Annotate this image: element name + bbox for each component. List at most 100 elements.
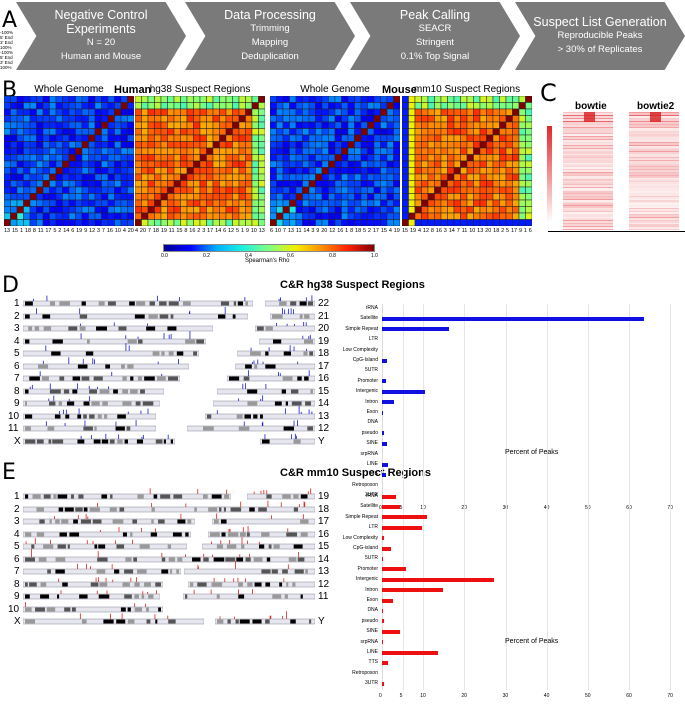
heatmap-cell (4, 115, 11, 123)
heatmap-cell (334, 193, 342, 201)
signal-row (629, 130, 679, 131)
heatmap-cell (334, 173, 342, 181)
chromosome-band (89, 389, 98, 393)
heatmap-cell (427, 167, 435, 175)
chromosome-ideogram (23, 613, 204, 625)
chromosome-band (305, 401, 312, 406)
chromosome-band (77, 364, 88, 368)
heatmap-cell (167, 199, 175, 207)
suspect-region-peak (297, 361, 299, 364)
suspect-region-peak (179, 297, 180, 301)
heatmap-cell (492, 180, 500, 188)
heatmap-cell (421, 160, 429, 168)
heatmap-cell (492, 102, 500, 110)
heatmap-cell (212, 102, 220, 110)
heatmap-cell (434, 128, 442, 136)
heatmap-cell (414, 219, 422, 226)
chromosome-band (203, 494, 208, 499)
heatmap-cell (62, 141, 70, 149)
signal-row (629, 154, 679, 155)
chromosome-band (122, 582, 130, 586)
heatmap-cell (499, 121, 507, 129)
heatmap-cell (414, 180, 422, 188)
heatmap-cell (173, 160, 181, 168)
heatmap-cell (466, 173, 474, 181)
chromosome-band (213, 557, 225, 561)
heatmap-cell (393, 206, 400, 214)
heatmap-cell (49, 206, 57, 214)
heatmap-cell (282, 128, 290, 136)
suspect-region-peak (228, 528, 230, 532)
signal-row (629, 140, 679, 142)
heatmap-cell (315, 219, 323, 226)
heatmap-cell (486, 199, 494, 207)
heatmap-tick: 17 (45, 228, 52, 234)
heatmap-cell (120, 193, 128, 201)
signal-row (629, 172, 679, 173)
heatmap-cell (160, 121, 168, 129)
chromosome-ideogram (184, 561, 315, 575)
heatmap-cell (393, 212, 400, 220)
suspect-region-peak (298, 503, 300, 507)
heatmap-cell (453, 219, 461, 226)
heatmap-cell (212, 167, 220, 175)
heatmap-tick: 15 (402, 228, 409, 234)
heatmap-cell (258, 108, 265, 116)
heatmap-cell (141, 147, 149, 155)
heatmap-cell (421, 219, 429, 226)
heatmap-cell (114, 128, 122, 136)
suspect-region-peak (156, 590, 157, 594)
heatmap-cell (4, 134, 11, 142)
chromosome-band (161, 557, 166, 561)
heatmap-cell (427, 154, 435, 162)
heatmap-cell (245, 193, 253, 201)
heatmap-cell (302, 219, 310, 226)
heatmap-cell (354, 102, 362, 110)
heatmap-cell (154, 173, 162, 181)
suspect-region-peak (178, 358, 179, 364)
heatmap-cell (460, 141, 468, 149)
heatmap-cell (499, 96, 507, 103)
heatmap-cell (23, 180, 31, 188)
heatmap-cell (479, 134, 487, 142)
heatmap-cell (499, 219, 507, 226)
heatmap-cell (219, 199, 227, 207)
heatmap-cell (154, 128, 162, 136)
heatmap-cell (321, 134, 329, 142)
heatmap-cell (408, 102, 416, 110)
heatmap-cell (101, 180, 109, 188)
data-bar (382, 577, 494, 582)
heatmap-cell (160, 193, 168, 201)
heatmap-cell (16, 128, 24, 136)
heatmap-cell (347, 154, 355, 162)
heatmap-cell (414, 134, 422, 142)
heatmap-cell (88, 154, 96, 162)
chromosome-band (265, 619, 270, 624)
heatmap-cell (466, 154, 474, 162)
heatmap-cell (186, 199, 194, 207)
heatmap-cell (107, 147, 115, 155)
chromosome-band (159, 314, 169, 318)
heatmap-cell (414, 121, 422, 129)
heatmap-cell (167, 206, 175, 214)
suspect-region-peak (82, 358, 84, 364)
chromosome-band (307, 301, 313, 306)
suspect-region-peak (127, 411, 129, 414)
heatmap-tick: 15 (380, 228, 387, 234)
heatmap-cell (447, 102, 455, 110)
heatmap-cell (308, 199, 316, 207)
heatmap-cell (16, 173, 24, 181)
heatmap-cell (81, 115, 89, 123)
suspect-region-peak (216, 409, 218, 414)
heatmap-cell (525, 186, 532, 194)
signal-row (629, 197, 679, 199)
heatmap-cell (212, 160, 220, 168)
heatmap-cell (186, 115, 194, 123)
signal-row (629, 208, 679, 209)
heatmap-cell (62, 186, 70, 194)
heatmap-cell (193, 167, 201, 175)
heatmap-cell (141, 193, 149, 201)
chromosome-band (126, 426, 131, 431)
heatmap-cell (302, 134, 310, 142)
heatmap-cell (328, 206, 336, 214)
